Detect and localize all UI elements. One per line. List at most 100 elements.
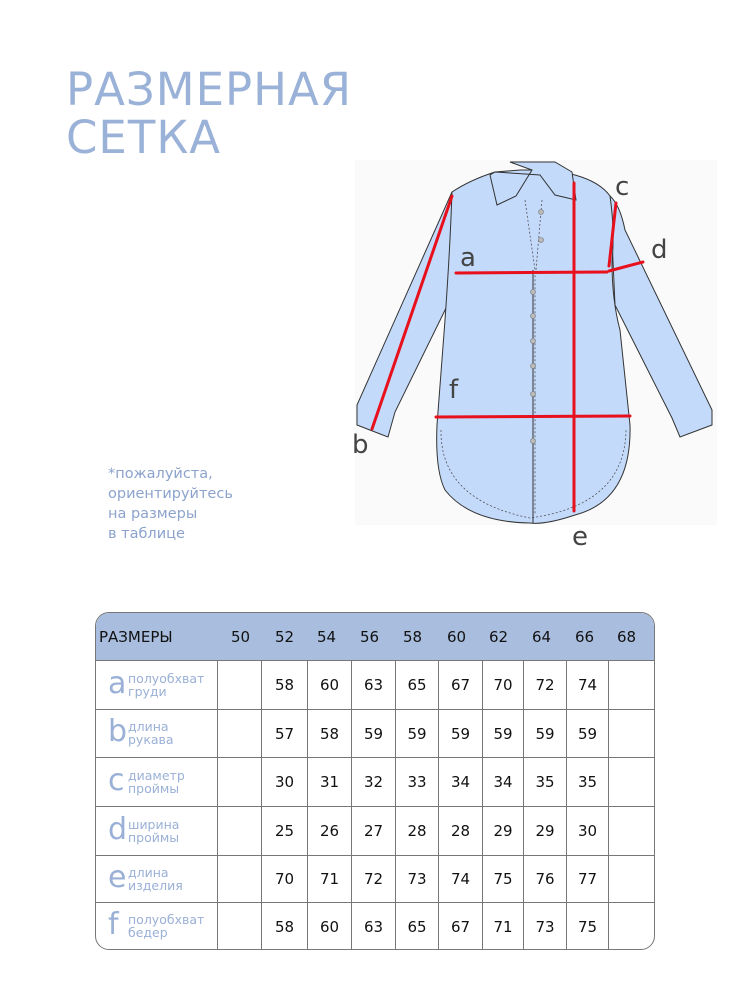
size-header-68: 68 — [617, 628, 637, 646]
hem-stitch — [440, 429, 627, 519]
table-cell — [608, 856, 654, 902]
table-cell — [608, 903, 654, 949]
table-cell: 72 — [523, 661, 566, 709]
table-cell: 31 — [307, 758, 351, 806]
note-line: в таблице — [108, 526, 185, 542]
note-line: на размеры — [108, 506, 198, 522]
description-line: проймы — [128, 780, 180, 796]
measure-line-d — [607, 260, 645, 273]
measure-letter: a — [108, 665, 127, 701]
table-cell — [608, 758, 654, 806]
table-cell: 59 — [351, 710, 395, 757]
table-cell: 57 — [261, 710, 307, 757]
size-header-60: 60 — [447, 628, 467, 646]
size-header-50: 50 — [231, 628, 251, 646]
measure-description: диаметр проймы — [128, 769, 185, 795]
table-cell — [217, 903, 261, 949]
table-cell — [217, 758, 261, 806]
table-cell: 76 — [523, 856, 566, 902]
table-cell: 70 — [261, 856, 307, 902]
measure-description: полуобхват груди — [128, 672, 204, 698]
note-text: *пожалуйста, ориентируйтесь на размеры в… — [108, 464, 233, 544]
table-header: РАЗМЕРЫ 50 52 54 56 58 60 62 64 66 68 — [96, 613, 654, 661]
table-cell: 65 — [395, 661, 438, 709]
buttons — [530, 209, 544, 444]
measure-letter: b — [108, 714, 128, 749]
title-line-1: РАЗМЕРНАЯ — [66, 63, 353, 116]
table-cell: 60 — [307, 661, 351, 709]
table-cell: 60 — [307, 903, 351, 949]
size-header-56: 56 — [360, 628, 380, 646]
table-cell: 28 — [438, 807, 482, 855]
table-cell: 59 — [523, 710, 566, 757]
table-cell: 32 — [351, 758, 395, 806]
table-cell: 35 — [566, 758, 608, 806]
table-cell — [217, 661, 261, 709]
table-cell: 70 — [482, 661, 523, 709]
table-cell: 29 — [523, 807, 566, 855]
description-line: полуобхват — [128, 670, 205, 686]
table-cell: 58 — [307, 710, 351, 757]
description-line: проймы — [128, 829, 180, 845]
table-cell: 58 — [261, 661, 307, 709]
label-c: c — [615, 172, 629, 202]
label-b: b — [352, 430, 369, 460]
measure-line-f — [434, 414, 632, 419]
measure-description: полуобхват бедер — [128, 913, 204, 939]
table-cell: 30 — [566, 807, 608, 855]
table-cell: 65 — [395, 903, 438, 949]
table-cell — [608, 807, 654, 855]
table-row-e: e длина изделия 70 71 72 73 74 75 76 77 — [96, 856, 654, 903]
table-cell: 27 — [351, 807, 395, 855]
measure-letter: d — [108, 811, 128, 847]
header-label: РАЗМЕРЫ — [99, 628, 173, 646]
table-cell: 72 — [351, 856, 395, 902]
label-e: e — [572, 522, 588, 552]
table-cell: 34 — [482, 758, 523, 806]
right-sleeve — [609, 194, 713, 438]
description-line: длина — [128, 719, 169, 734]
table-cell: 71 — [482, 903, 523, 949]
description-line: груди — [128, 683, 167, 699]
table-cell — [217, 807, 261, 855]
table-cell: 74 — [566, 661, 608, 709]
table-cell: 63 — [351, 903, 395, 949]
collar — [489, 161, 577, 206]
measure-description: ширина проймы — [128, 818, 179, 844]
table-row-a: a полуобхват груди 58 60 63 65 67 70 72 74 — [96, 661, 654, 710]
table-cell: 71 — [307, 856, 351, 902]
title-line-2: СЕТКА — [66, 111, 222, 164]
table-cell: 59 — [438, 710, 482, 757]
table-row-b: b длина рукава 57 58 59 59 59 59 59 59 — [96, 710, 654, 758]
table-row-f: f полуобхват бедер 58 60 63 65 67 71 73 75 — [96, 903, 654, 949]
table-cell: 75 — [482, 856, 523, 902]
table-row-c: c диаметр проймы 30 31 32 33 34 34 35 35 — [96, 758, 654, 807]
description-line: изделия — [128, 877, 183, 893]
table-cell: 28 — [395, 807, 438, 855]
label-d: d — [651, 235, 668, 265]
size-header-52: 52 — [275, 628, 295, 646]
measure-letter: f — [108, 907, 119, 942]
table-cell: 35 — [523, 758, 566, 806]
measure-description: длина изделия — [128, 866, 183, 892]
table-cell: 58 — [261, 903, 307, 949]
description-line: полуобхват — [128, 912, 205, 927]
measure-letter: e — [108, 859, 127, 895]
description-line: бедер — [128, 925, 168, 940]
note-line: *пожалуйста, — [108, 466, 213, 482]
table-cell: 34 — [438, 758, 482, 806]
table-cell: 73 — [523, 903, 566, 949]
table-cell: 30 — [261, 758, 307, 806]
measure-line-c — [607, 201, 618, 268]
table-row-d: d ширина проймы 25 26 27 28 28 29 29 30 — [96, 807, 654, 856]
table-cell: 29 — [482, 807, 523, 855]
shirt-diagram: a b c d e f — [352, 161, 713, 552]
measure-letter: c — [108, 762, 125, 798]
table-cell: 59 — [566, 710, 608, 757]
table-cell: 59 — [395, 710, 438, 757]
table-cell — [608, 661, 654, 709]
size-header-66: 66 — [575, 628, 595, 646]
note-line: ориентируйтесь — [108, 486, 233, 502]
label-a: a — [460, 243, 476, 273]
size-header-64: 64 — [532, 628, 552, 646]
